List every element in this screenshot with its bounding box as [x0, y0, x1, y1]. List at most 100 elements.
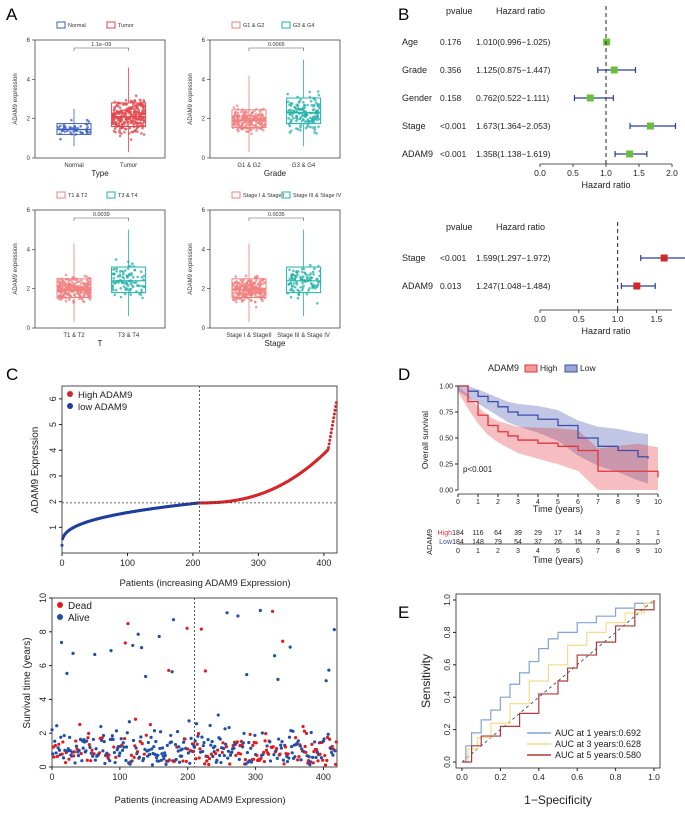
data-point [315, 302, 319, 305]
risk-x-tick-label: 3 [516, 548, 520, 555]
x-tick-label: 2.0 [666, 168, 678, 178]
data-point [300, 288, 304, 292]
x-tick-label: 9 [636, 499, 640, 506]
data-point [152, 729, 157, 733]
data-point [88, 745, 92, 749]
data-point [323, 753, 327, 758]
data-point [198, 747, 202, 751]
data-point [140, 275, 144, 279]
data-point [262, 116, 266, 119]
forest-row-hr: 1.358(1.138−1.619) [476, 149, 551, 159]
legend-key-dead [57, 602, 63, 608]
y-tick-label: 0 [202, 156, 206, 162]
data-point [161, 746, 165, 750]
legend-label-high: High [540, 363, 558, 373]
data-point [304, 731, 309, 736]
panel-letter-c: C [6, 365, 18, 384]
data-point [325, 758, 329, 763]
data-point [316, 283, 320, 286]
data-point [303, 106, 306, 110]
data-point [318, 107, 321, 110]
x-tick-label: 400 [316, 772, 331, 782]
data-point [91, 737, 95, 742]
data-point [282, 762, 286, 766]
data-point [122, 123, 126, 126]
data-point [317, 93, 321, 97]
data-point [152, 745, 156, 749]
data-point [156, 753, 160, 757]
data-point [112, 280, 115, 284]
data-point [150, 763, 155, 767]
data-point [158, 746, 162, 751]
data-point [81, 299, 85, 303]
data-point [126, 621, 130, 626]
data-point [297, 292, 300, 296]
data-point [302, 284, 305, 288]
data-point [309, 116, 312, 120]
data-point [327, 668, 331, 672]
data-point [55, 754, 60, 759]
data-point [288, 645, 292, 649]
data-point [311, 116, 315, 119]
legend-key [106, 21, 116, 29]
data-point [314, 99, 317, 102]
data-point [156, 759, 161, 763]
data-point [80, 286, 83, 289]
data-point [277, 737, 281, 741]
data-point [261, 299, 264, 302]
data-point [242, 298, 246, 302]
legend-key [281, 191, 291, 199]
data-point [138, 98, 142, 102]
data-point [304, 113, 307, 117]
data-point [233, 113, 237, 116]
data-point [139, 735, 143, 739]
data-point [63, 130, 67, 133]
data-point [332, 628, 336, 632]
data-point [296, 104, 300, 107]
data-point [295, 282, 299, 286]
hr-marker [646, 122, 654, 130]
data-point [147, 748, 151, 752]
x-tick-label: 0.0 [534, 314, 546, 324]
data-point [87, 291, 91, 295]
data-point [93, 758, 98, 762]
x-tick-label: 0 [456, 499, 460, 506]
data-point [315, 132, 318, 135]
data-point [157, 634, 161, 639]
data-point [72, 750, 76, 754]
data-point [287, 108, 291, 112]
y-tick-label: 10 [38, 593, 48, 603]
data-point [131, 275, 135, 279]
data-point [180, 754, 184, 758]
data-point [246, 117, 249, 121]
scatter-C1: 0 100 200 300 400 1 2 3 4 5 6 Patients (increasing … [30, 385, 338, 589]
data-point [299, 98, 302, 102]
data-point [133, 117, 137, 121]
data-point [83, 294, 86, 298]
data-point [107, 753, 111, 757]
data-point [290, 751, 294, 755]
legend-label: Stage I & StageII [243, 193, 285, 199]
legend-label: Normal [68, 23, 86, 29]
data-point [129, 293, 132, 296]
y-tick-label: 0.50 [439, 436, 453, 443]
forest-row-name: Stage [402, 253, 426, 263]
data-point [295, 270, 298, 273]
risk-x-tick-label: 9 [636, 548, 640, 555]
data-point [134, 281, 138, 284]
data-point [76, 129, 79, 133]
data-point [109, 649, 113, 653]
data-point [125, 745, 129, 749]
data-point [128, 126, 132, 130]
y-tick-label: 5 [48, 422, 58, 427]
data-point [126, 117, 130, 121]
data-point [315, 277, 318, 281]
box-chart-A3: T1 & T2 T3 & T4 0 2 4 6 ADAM9 expression T T1 & … [13, 191, 166, 348]
data-point [108, 759, 112, 763]
data-point [184, 759, 188, 764]
risk-cell: 184 [452, 539, 464, 546]
data-point [240, 294, 244, 298]
data-point [134, 94, 138, 97]
data-point [70, 118, 73, 122]
data-point [316, 118, 319, 122]
